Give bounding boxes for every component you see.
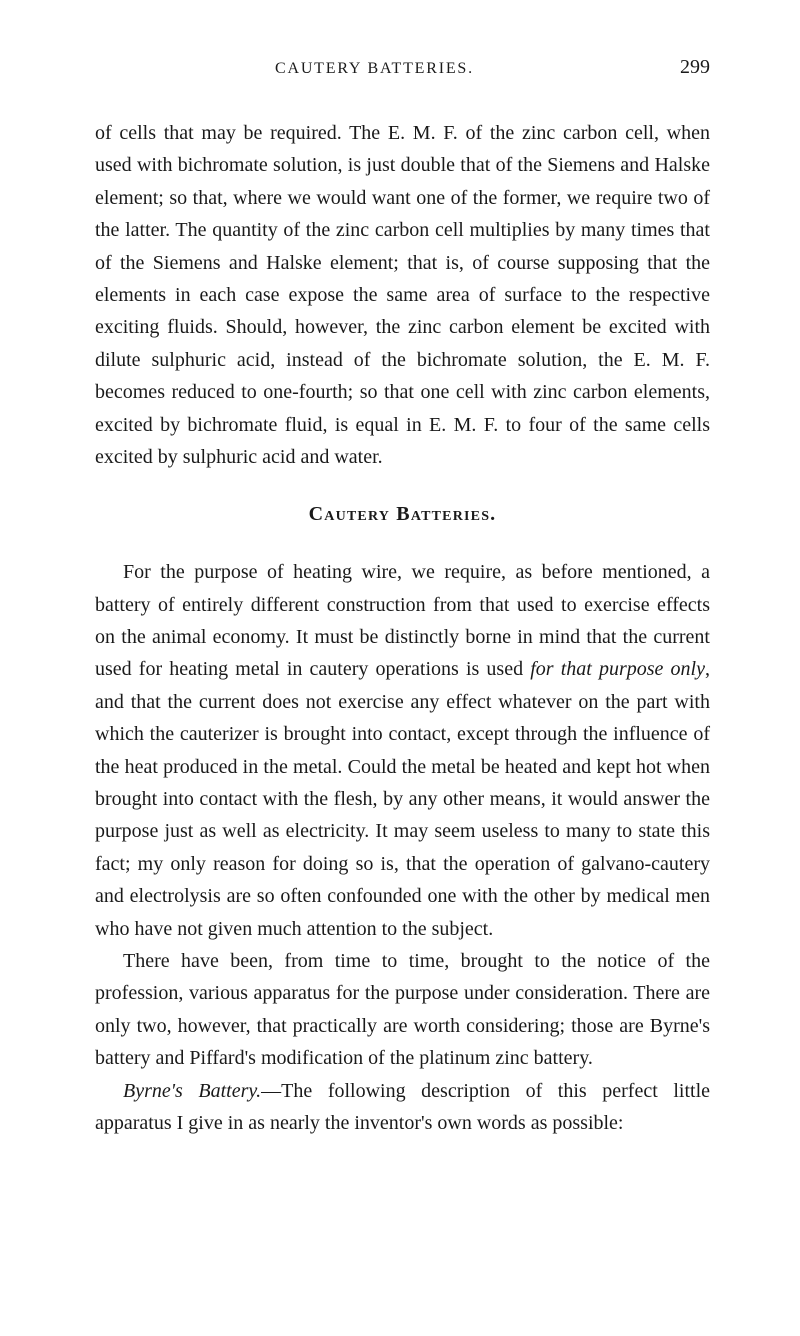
section-heading-cautery: Cautery Batteries. [95,503,710,526]
paragraph-2: For the purpose of heating wire, we requ… [95,556,710,945]
paragraph-1: of cells that may be required. The E. M.… [95,117,710,473]
paragraph-3: There have been, from time to time, brou… [95,945,710,1075]
paragraph-4: Byrne's Battery.—The following descripti… [95,1075,710,1140]
running-title: CAUTERY BATTERIES. [275,60,474,78]
page-header: CAUTERY BATTERIES. 299 [95,56,710,79]
p4-italic-byrnes: Byrne's Battery. [123,1080,261,1102]
p2-text-2: , and that the current does not exercise… [95,658,710,939]
page-number: 299 [680,56,710,79]
p2-italic-1: for that purpose only [530,658,705,680]
